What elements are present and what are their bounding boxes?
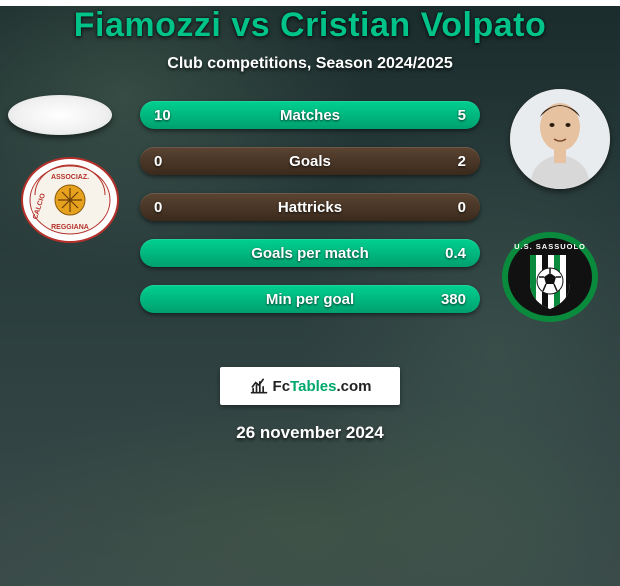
stat-right-value: 2 — [436, 153, 466, 170]
stat-left-value: 0 — [154, 199, 184, 216]
team-left-logo: ASSOCIAZ. REGGIANA CALCIO — [20, 157, 120, 243]
stat-label: Goals — [140, 153, 480, 170]
player-right-photo — [510, 89, 610, 189]
stat-left-value: 10 — [154, 107, 184, 124]
stat-label: Goals per match — [140, 245, 480, 262]
chart-icon — [249, 376, 269, 396]
team-right-logo: U.S. SASSUOLO — [500, 231, 600, 323]
stat-label: Hattricks — [140, 199, 480, 216]
stat-label: Matches — [140, 107, 480, 124]
subtitle: Club competitions, Season 2024/2025 — [0, 55, 620, 73]
svg-text:U.S. SASSUOLO: U.S. SASSUOLO — [514, 242, 586, 251]
date: 26 november 2024 — [0, 423, 620, 443]
brand-suffix: Tables — [290, 378, 336, 395]
brand-prefix: Fc — [273, 378, 291, 395]
svg-text:REGGIANA: REGGIANA — [51, 224, 89, 231]
brand-text: FcTables.com — [273, 378, 372, 395]
page-title: Fiamozzi vs Cristian Volpato — [0, 6, 620, 45]
stat-left-value: 0 — [154, 153, 184, 170]
svg-text:ASSOCIAZ.: ASSOCIAZ. — [51, 174, 89, 181]
stat-row: 0Hattricks0 — [140, 193, 480, 221]
stat-right-value: 5 — [436, 107, 466, 124]
brand-tld: .com — [336, 378, 371, 395]
stat-rows: 10Matches50Goals20Hattricks0Goals per ma… — [140, 101, 480, 331]
main-area: ASSOCIAZ. REGGIANA CALCIO — [0, 101, 620, 361]
brand-footer[interactable]: FcTables.com — [220, 367, 400, 405]
stat-right-value: 0.4 — [436, 245, 466, 262]
stat-label: Min per goal — [140, 291, 480, 308]
stat-row: 10Matches5 — [140, 101, 480, 129]
comparison-card: Fiamozzi vs Cristian Volpato Club compet… — [0, 6, 620, 443]
stat-row: Goals per match0.4 — [140, 239, 480, 267]
player-left-photo — [8, 95, 112, 135]
stat-right-value: 380 — [436, 291, 466, 308]
stat-right-value: 0 — [436, 199, 466, 216]
stat-row: 0Goals2 — [140, 147, 480, 175]
stat-row: Min per goal380 — [140, 285, 480, 313]
